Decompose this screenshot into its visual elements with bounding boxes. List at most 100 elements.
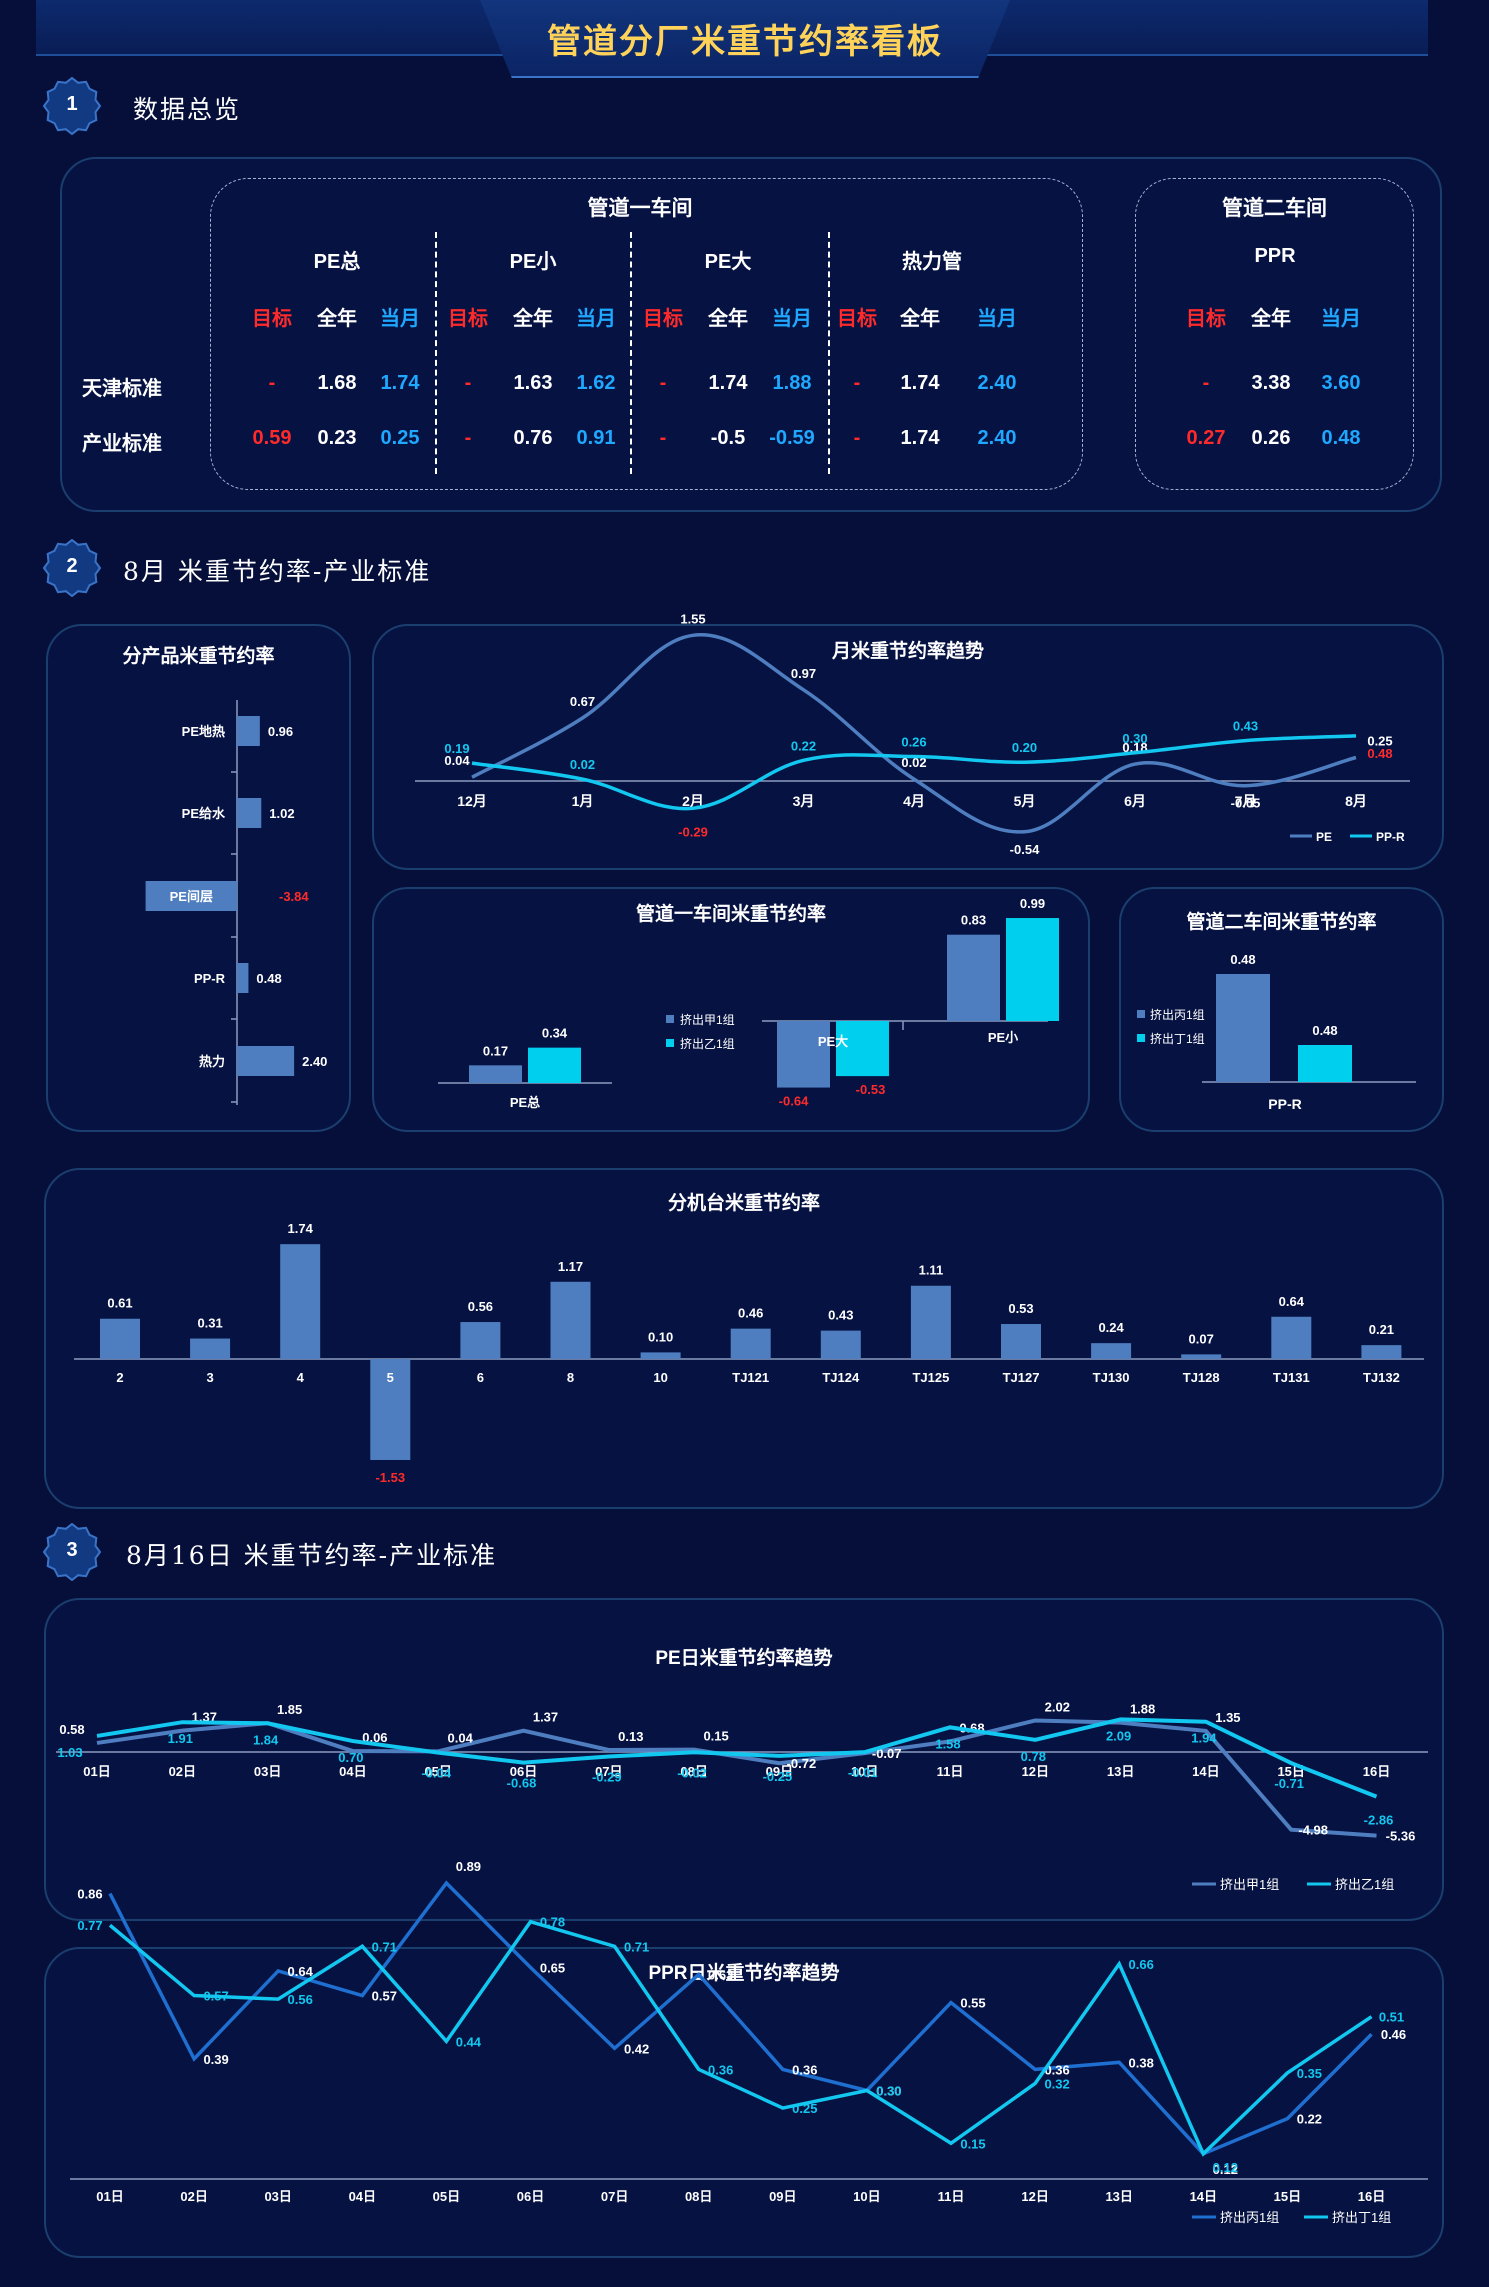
pe-daily-value-label: 1.84 [253,1732,279,1747]
machine-bar [1271,1316,1312,1359]
product-bar [237,798,262,828]
monthly-legend-label: PP-R [1376,830,1405,844]
monthly-value-label: 0.02 [901,755,926,770]
ws1-bar [528,1047,581,1083]
ppr-daily-x-tick: 03日 [264,2189,291,2204]
monthly-value-label: 0.19 [444,741,469,756]
ws2-category-label: PP-R [1268,1096,1301,1112]
machine-category-label: 6 [477,1370,484,1385]
column-header: 目标 [643,308,683,330]
ppr-daily-x-tick: 04日 [349,2189,376,2204]
machine-value-label: 0.31 [197,1316,222,1331]
machine-category-label: 8 [567,1370,574,1385]
machine-category-label: TJ125 [912,1370,949,1385]
overview-panel [60,157,1442,512]
ppr-daily-value-label: 0.30 [876,2084,901,2099]
pe-daily-x-tick: 16日 [1363,1764,1390,1779]
tianjin-value: 3.38 [1251,372,1291,394]
product-value-label: -3.84 [279,889,309,904]
pe-daily-value-label: 1.37 [533,1710,558,1725]
column-header: 当月 [1321,308,1361,330]
section-title-monthly: 8月 米重节约率-产业标准 [123,557,432,586]
industry-value: - [464,427,472,449]
workshop2-box [1135,178,1414,490]
pe-daily-value-label: -0.04 [421,1766,451,1781]
machine-category-label: TJ132 [1363,1370,1400,1385]
pe-daily-value-label: 1.91 [168,1731,193,1746]
group-title: PE小 [509,251,557,273]
ppr-daily-x-tick: 11日 [938,2189,965,2204]
ws1-value-label: 0.17 [483,1043,508,1058]
machine-value-label: 0.64 [1279,1294,1305,1309]
monthly-chart-title: 月米重节约率趋势 [831,641,984,662]
ppr-daily-value-label: 0.57 [372,1989,397,2004]
ppr-daily-x-tick: 16日 [1358,2189,1385,2204]
machine-value-label: 0.07 [1189,1331,1214,1346]
industry-value: -0.59 [769,427,815,449]
pe-daily-value-label: -4.98 [1298,1823,1328,1838]
industry-value: 2.40 [977,427,1017,449]
industry-value: -0.5 [710,427,746,449]
product-category-label: PE间层 [170,889,213,904]
tianjin-value: - [464,372,472,394]
tianjin-value: 1.63 [513,372,553,394]
pe-daily-x-tick: 01日 [83,1764,110,1779]
monthly-x-tick: 5月 [1014,793,1036,809]
machine-value-label: -1.53 [375,1470,405,1485]
machine-value-label: 1.17 [558,1259,583,1274]
ppr-daily-value-label: 0.64 [288,1964,314,1979]
ppr-daily-value-label: 0.51 [1379,2010,1404,2025]
industry-value: 0.25 [380,427,420,449]
pe-daily-x-tick: 09日 [766,1764,793,1779]
ppr-daily-x-tick: 06日 [517,2189,544,2204]
monthly-value-label: 0.20 [1012,740,1037,755]
industry-value: 0.23 [317,427,357,449]
ws2-legend-swatch [1137,1034,1145,1042]
pe-daily-value-label: 0.78 [1021,1749,1046,1764]
monthly-x-tick: 3月 [793,793,815,809]
ws1-chart-title: 管道一车间米重节约率 [635,904,826,925]
ppr-daily-x-tick: 15日 [1274,2189,1301,2204]
ws1-bar [469,1065,522,1083]
pe-daily-line-挤出甲1组 [96,1718,1377,1838]
section-number-3: 3 [66,1539,78,1561]
ppr-daily-value-label: 0.57 [203,1989,228,2004]
ppr-daily-value-label: 0.30 [876,2084,901,2099]
machine-value-label: 0.56 [468,1299,493,1314]
machine-value-label: 0.61 [107,1296,132,1311]
monthly-value-label: 0.26 [901,735,926,750]
divider-1 [435,232,437,474]
pe-daily-value-label: 0.58 [59,1722,84,1737]
pe-daily-x-tick: 05日 [424,1764,451,1779]
monthly-legend-label: PE [1316,830,1332,844]
workshop1-title: 管道一车间 [587,197,693,220]
ppr-daily-x-tick: 01日 [96,2189,123,2204]
column-header: 全年 [1251,308,1291,330]
column-header: 全年 [900,308,940,330]
column-header: 当月 [977,308,1017,330]
monthly-value-label: -0.54 [1010,842,1040,857]
product-value-label: 0.48 [256,971,281,986]
pe-daily-x-tick: 02日 [169,1764,196,1779]
pe-daily-x-tick: 13日 [1107,1764,1134,1779]
pe-daily-value-label: 1.94 [1191,1731,1217,1746]
monthly-value-label: 0.43 [1233,719,1258,734]
page-title: 管道分厂米重节约率看板 [547,23,943,61]
ppr-daily-value-label: 0.55 [960,1996,985,2011]
ws1-value-label: -0.64 [779,1094,809,1109]
ppr-daily-value-label: 0.39 [203,2052,228,2067]
machine-category-label: 3 [206,1370,213,1385]
ws1-value-label: -0.53 [856,1082,886,1097]
ws1-value-label: 0.83 [961,913,986,928]
ppr-daily-value-label: 0.63 [708,1967,733,1982]
industry-value: 0.26 [1251,427,1291,449]
pe-daily-value-label: 2.09 [1106,1728,1131,1743]
pe-daily-chart-title: PE日米重节约率趋势 [655,1648,833,1669]
machine-value-label: 1.11 [919,1263,944,1278]
machine-value-label: 1.74 [288,1221,314,1236]
ppr-daily-x-tick: 05日 [433,2189,460,2204]
machine-bar [550,1281,591,1359]
product-value-label: 1.02 [269,806,294,821]
pe-daily-value-label: 0.13 [618,1729,643,1744]
